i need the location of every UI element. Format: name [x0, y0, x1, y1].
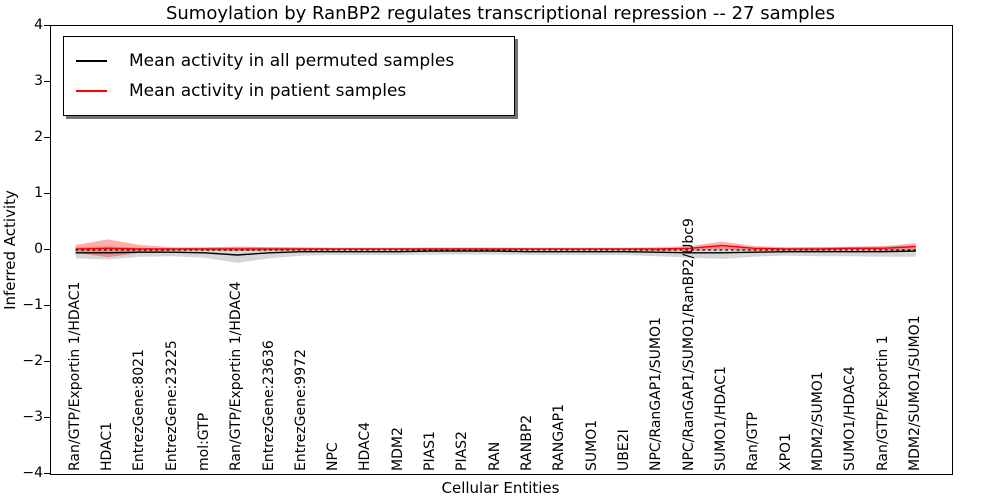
x-axis-label: Cellular Entities	[441, 479, 560, 497]
x-tick-label: SUMO1/HDAC1	[712, 366, 729, 471]
x-tick-label: Ran/GTP/Exportin 1/HDAC4	[228, 281, 245, 471]
x-tick-label: Ran/GTP/Exportin 1/HDAC1	[66, 281, 83, 471]
y-tick-label: 1	[34, 185, 43, 201]
y-tick-mark-left	[44, 249, 50, 250]
x-tick-label: MDM2/SUMO1/SUMO1	[906, 315, 923, 471]
permuted-mean-line	[75, 250, 916, 256]
x-tick-label: EntrezGene:23636	[260, 340, 277, 471]
legend-item-permuted: Mean activity in all permuted samples	[76, 46, 514, 76]
black-line-swatch-icon	[76, 60, 107, 62]
x-tick-label: mol:GTP	[195, 412, 212, 471]
x-tick-label: NPC	[325, 442, 342, 471]
legend: Mean activity in all permuted samples Me…	[63, 36, 515, 116]
y-tick-label: 3	[34, 73, 43, 89]
x-tick-label: HDAC4	[357, 421, 374, 471]
x-tick-label: MDM2/SUMO1	[809, 371, 826, 471]
plot-area: Ran/GTP/Exportin 1/HDAC1 HDAC1 EntrezGene:…	[50, 25, 953, 475]
y-tick-label: 4	[34, 17, 43, 33]
x-tick-label: Ran/GTP	[745, 412, 762, 471]
x-tick-label: RANGAP1	[551, 404, 568, 471]
x-tick-label: MDM2	[389, 427, 406, 471]
x-tick-label: EntrezGene:23225	[163, 340, 180, 471]
y-tick-mark-left	[44, 361, 50, 362]
x-tick-label: EntrezGene:9972	[292, 349, 309, 471]
x-tick-label: NPC/RanGAP1/SUMO1	[648, 317, 665, 471]
y-tick-mark-left	[44, 193, 50, 194]
y-tick-label: 0	[34, 241, 43, 257]
x-tick-label: SUMO1	[583, 419, 600, 471]
red-line-swatch-icon	[76, 90, 107, 92]
x-tick-label: UBE2I	[616, 429, 632, 471]
y-tick-mark-left	[44, 305, 50, 306]
x-tick-label: Ran/GTP/Exportin 1	[874, 335, 891, 471]
y-tick-label: 2	[34, 129, 43, 145]
x-tick-label: HDAC1	[98, 421, 115, 471]
x-tick-label: XPO1	[777, 433, 794, 471]
permuted-std-band	[75, 245, 916, 263]
y-tick-mark-left	[44, 137, 50, 138]
y-tick-mark-left	[44, 417, 50, 418]
y-tick-label: −1	[22, 297, 43, 313]
y-tick-mark-left	[44, 25, 50, 26]
y-tick-label: −4	[22, 465, 43, 481]
legend-label-permuted: Mean activity in all permuted samples	[129, 51, 455, 71]
x-tick-label: PIAS1	[422, 431, 438, 471]
chart-canvas	[75, 239, 916, 263]
x-tick-label: RANBP2	[519, 414, 535, 471]
legend-item-patient: Mean activity in patient samples	[76, 76, 514, 106]
x-tick-label: EntrezGene:8021	[131, 349, 148, 471]
y-tick-mark-left	[44, 473, 50, 474]
x-tick-label: RAN	[486, 441, 503, 471]
chart-title: Sumoylation by RanBP2 regulates transcri…	[165, 3, 836, 24]
patient-mean-line	[75, 244, 916, 250]
legend-label-patient: Mean activity in patient samples	[129, 81, 407, 101]
y-tick-label: −2	[22, 353, 43, 369]
y-tick-label: −3	[22, 409, 43, 425]
x-tick-label: PIAS2	[454, 431, 471, 471]
x-tick-label: SUMO1/HDAC4	[842, 366, 859, 471]
y-tick-mark-left	[44, 81, 50, 82]
x-tick-label: NPC/RanGAP1/SUMO1/RanBP2/Ubc9	[680, 218, 697, 471]
